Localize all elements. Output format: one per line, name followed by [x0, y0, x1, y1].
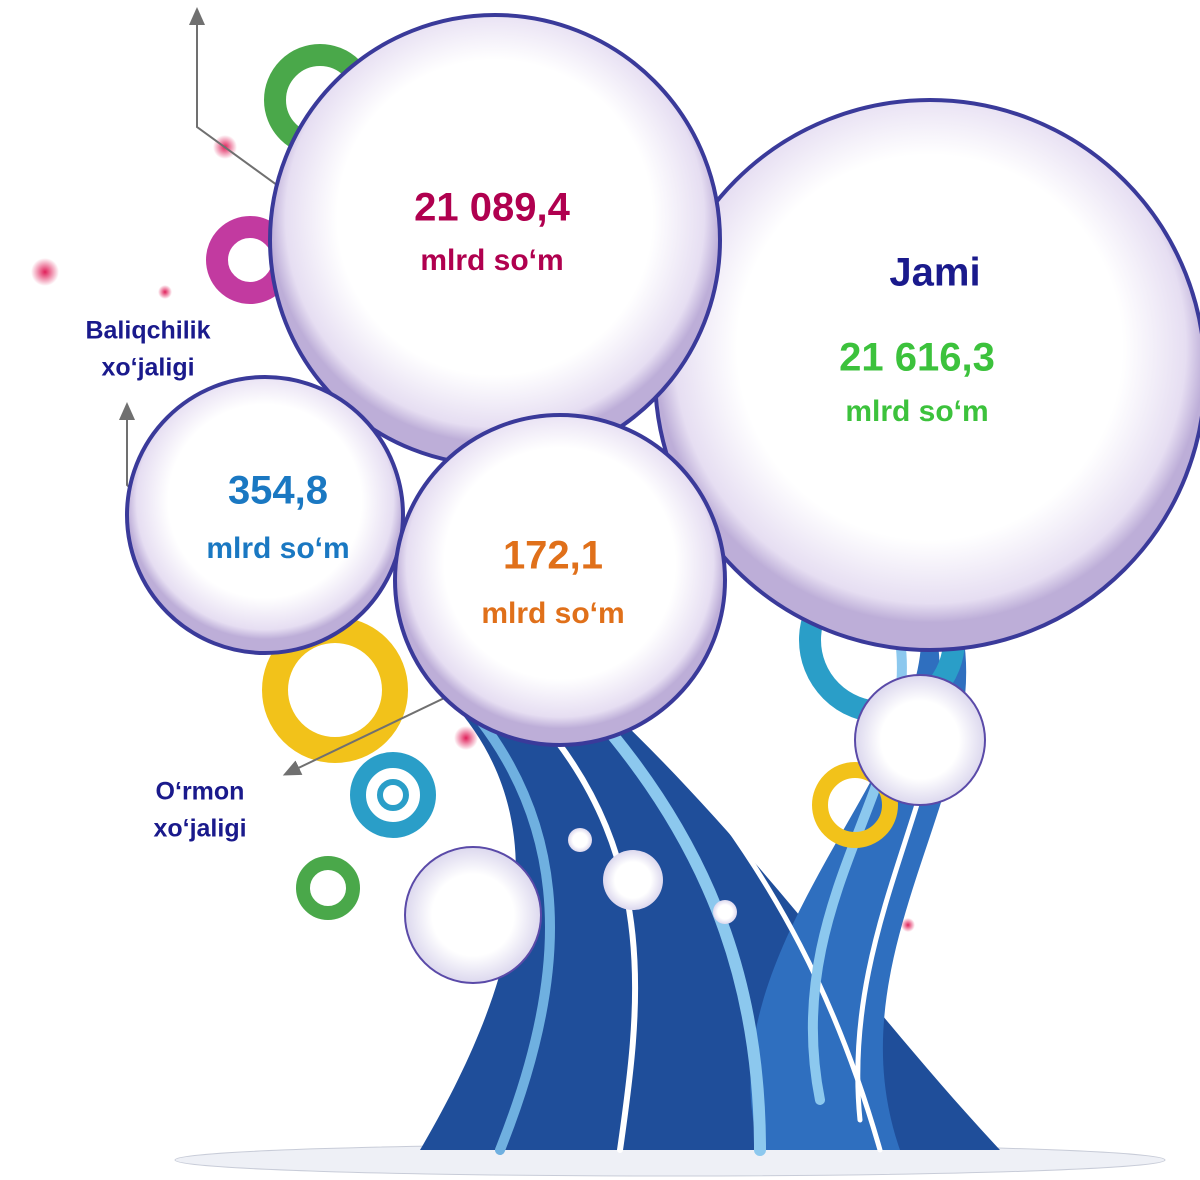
bubble-value: 21 616,3	[839, 336, 995, 380]
bubble-unit: mlrd so‘m	[845, 395, 988, 428]
category-label: Baliqchilik	[85, 317, 210, 345]
bubble-unit: mlrd so‘m	[420, 244, 563, 277]
bubble	[127, 377, 403, 653]
bubble-value: 172,1	[503, 534, 603, 578]
bubble-unit: mlrd so‘m	[481, 597, 624, 630]
category-label: O‘rmon	[156, 778, 245, 806]
category-label: xo‘jaligi	[153, 815, 246, 843]
bubble-title: Jami	[889, 251, 980, 295]
bubble-value: 354,8	[228, 469, 328, 513]
category-label: xo‘jaligi	[101, 354, 194, 382]
bubble	[395, 415, 725, 745]
bubble-unit: mlrd so‘m	[206, 532, 349, 565]
bubble-value: 21 089,4	[414, 186, 570, 230]
infographic: Jami 21 616,3 mlrd so‘m 21 089,4 mlrd so‘m 35…	[0, 0, 1200, 1180]
